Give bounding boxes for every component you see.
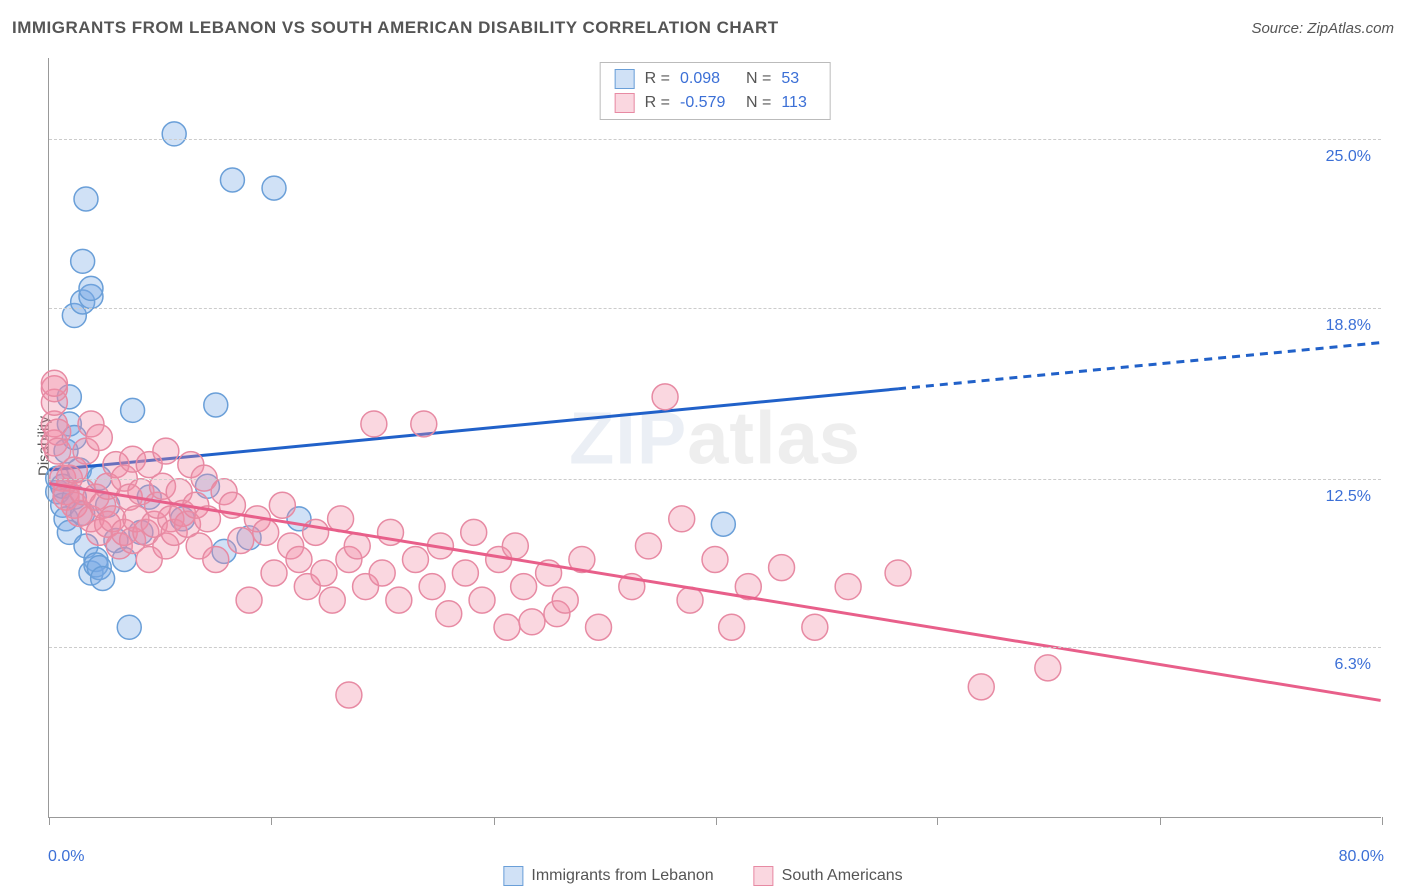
- scatter-svg: [49, 58, 1381, 817]
- data-point: [79, 276, 103, 300]
- data-point: [361, 411, 387, 437]
- x-min-label: 0.0%: [48, 848, 84, 866]
- data-point: [519, 609, 545, 635]
- data-point: [452, 560, 478, 586]
- data-point: [117, 615, 141, 639]
- data-point: [669, 506, 695, 532]
- x-tick: [271, 817, 272, 825]
- gridline: [49, 479, 1381, 480]
- series-name: South Americans: [782, 867, 903, 885]
- data-point: [968, 674, 994, 700]
- legend-swatch: [503, 866, 523, 886]
- data-point: [74, 187, 98, 211]
- data-point: [494, 614, 520, 640]
- data-point: [635, 533, 661, 559]
- data-point: [253, 519, 279, 545]
- legend-row: R = 0.098 N = 53: [615, 67, 816, 91]
- legend-r-label: R =: [645, 67, 670, 91]
- data-point: [220, 168, 244, 192]
- x-tick: [1382, 817, 1383, 825]
- data-point: [203, 546, 229, 572]
- data-point: [511, 574, 537, 600]
- data-point: [369, 560, 395, 586]
- data-point: [319, 587, 345, 613]
- data-point: [344, 533, 370, 559]
- correlation-legend: R = 0.098 N = 53 R = -0.579 N = 113: [600, 62, 831, 120]
- legend-n-value: 113: [781, 91, 815, 115]
- data-point: [311, 560, 337, 586]
- data-point: [586, 614, 612, 640]
- legend-swatch: [615, 93, 635, 113]
- legend-row: R = -0.579 N = 113: [615, 91, 816, 115]
- data-point: [236, 587, 262, 613]
- x-tick: [49, 817, 50, 825]
- y-tick-label: 6.3%: [1335, 656, 1371, 674]
- legend-n-label: N =: [746, 67, 771, 91]
- gridline: [49, 308, 1381, 309]
- gridline: [49, 139, 1381, 140]
- gridline: [49, 647, 1381, 648]
- data-point: [204, 393, 228, 417]
- data-point: [153, 438, 179, 464]
- x-tick: [1160, 817, 1161, 825]
- data-point: [86, 425, 112, 451]
- chart-title: IMMIGRANTS FROM LEBANON VS SOUTH AMERICA…: [12, 18, 779, 38]
- data-point: [386, 587, 412, 613]
- x-tick: [937, 817, 938, 825]
- series-name: Immigrants from Lebanon: [531, 867, 713, 885]
- data-point: [228, 528, 254, 554]
- data-point: [162, 122, 186, 146]
- data-point: [719, 614, 745, 640]
- data-point: [769, 555, 795, 581]
- data-point: [1035, 655, 1061, 681]
- legend-n-value: 53: [781, 67, 815, 91]
- data-point: [552, 587, 578, 613]
- data-point: [121, 398, 145, 422]
- data-point: [402, 546, 428, 572]
- data-point: [262, 176, 286, 200]
- source-label: Source: ZipAtlas.com: [1251, 20, 1394, 37]
- data-point: [436, 601, 462, 627]
- data-point: [303, 519, 329, 545]
- legend-r-label: R =: [645, 91, 670, 115]
- legend-n-label: N =: [746, 91, 771, 115]
- legend-swatch: [754, 866, 774, 886]
- data-point: [91, 566, 115, 590]
- data-point: [502, 533, 528, 559]
- data-point: [835, 574, 861, 600]
- data-point: [328, 506, 354, 532]
- data-point: [677, 587, 703, 613]
- trend-line-dashed: [898, 343, 1381, 389]
- data-point: [411, 411, 437, 437]
- data-point: [261, 560, 287, 586]
- series-legend-item: South Americans: [754, 866, 903, 886]
- x-max-label: 80.0%: [1339, 848, 1384, 866]
- data-point: [286, 546, 312, 572]
- legend-r-value: -0.579: [680, 91, 736, 115]
- series-legend: Immigrants from Lebanon South Americans: [503, 866, 902, 886]
- x-tick: [716, 817, 717, 825]
- y-tick-label: 12.5%: [1326, 488, 1371, 506]
- data-point: [41, 370, 67, 396]
- data-point: [652, 384, 678, 410]
- series-legend-item: Immigrants from Lebanon: [503, 866, 713, 886]
- data-point: [885, 560, 911, 586]
- chart-plot-area: ZIPatlas R = 0.098 N = 53 R = -0.579 N =…: [48, 58, 1381, 818]
- legend-r-value: 0.098: [680, 67, 736, 91]
- data-point: [711, 512, 735, 536]
- data-point: [419, 574, 445, 600]
- data-point: [71, 249, 95, 273]
- data-point: [469, 587, 495, 613]
- y-tick-label: 25.0%: [1326, 148, 1371, 166]
- data-point: [802, 614, 828, 640]
- y-tick-label: 18.8%: [1326, 317, 1371, 335]
- data-point: [461, 519, 487, 545]
- x-tick: [494, 817, 495, 825]
- legend-swatch: [615, 69, 635, 89]
- data-point: [702, 546, 728, 572]
- data-point: [336, 682, 362, 708]
- data-point: [269, 492, 295, 518]
